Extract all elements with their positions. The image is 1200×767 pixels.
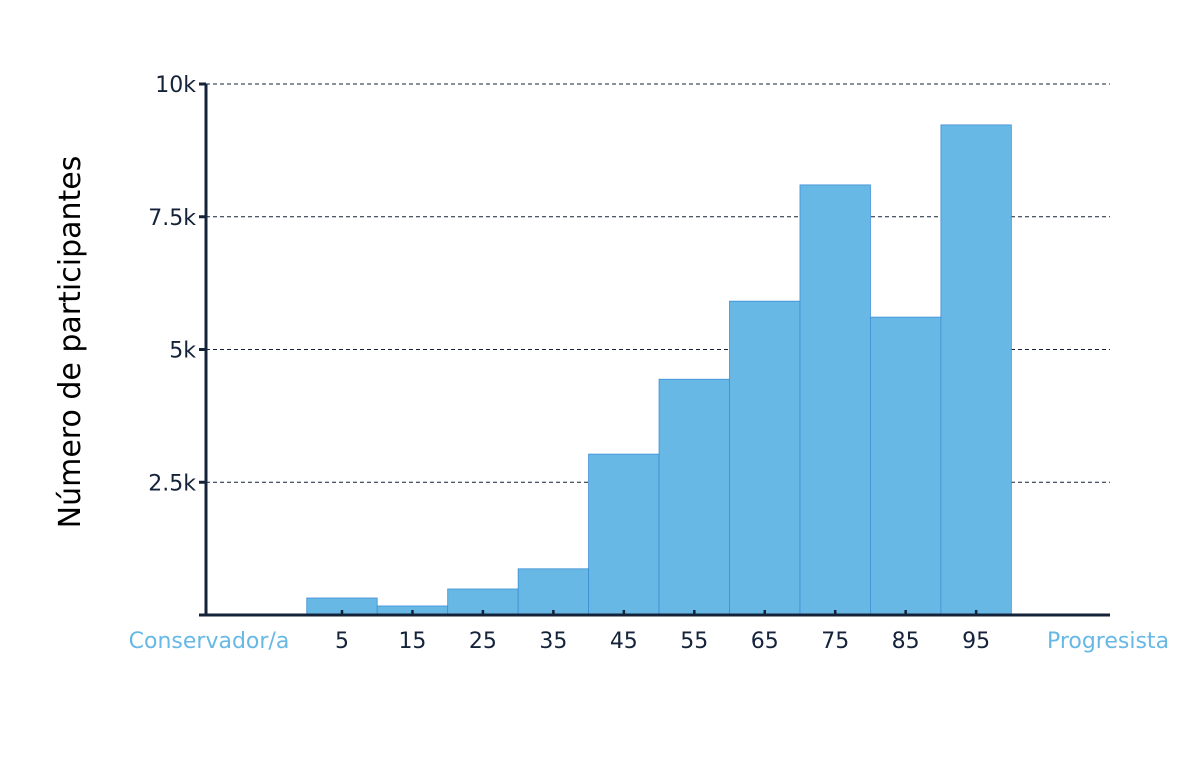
bar-85 (870, 316, 942, 616)
axes (199, 82, 1110, 617)
bars (306, 124, 1012, 616)
x-tick-label: 5 (335, 629, 349, 654)
x-right-label: Progresista (1047, 629, 1169, 654)
x-tick-label: 25 (469, 629, 497, 654)
x-left-label: Conservador/a (129, 629, 290, 654)
x-tick-label: 35 (539, 629, 567, 654)
y-tick-label: 5k (169, 339, 196, 364)
x-tick-label: 85 (892, 629, 920, 654)
tick-labels: 2.5k 5k 7.5k 10k 5 15 25 35 45 55 65 75 85 95 (148, 73, 990, 654)
x-tick-label: 55 (680, 629, 708, 654)
bar-55 (658, 378, 730, 616)
bar-35 (517, 568, 589, 616)
bar-45 (588, 453, 660, 616)
x-tick-label: 65 (751, 629, 779, 654)
y-axis-title: Número de participantes (53, 156, 88, 529)
y-tick-label: 7.5k (148, 206, 196, 231)
y-tick-label: 2.5k (148, 471, 196, 496)
x-tick-label: 45 (610, 629, 638, 654)
x-tick-label: 95 (962, 629, 990, 654)
bar-75 (799, 184, 871, 616)
x-tick-label: 15 (398, 629, 426, 654)
bar-95 (940, 124, 1012, 616)
x-tick-label: 75 (821, 629, 849, 654)
y-tick-label: 10k (155, 73, 196, 98)
bar-65 (729, 300, 801, 616)
